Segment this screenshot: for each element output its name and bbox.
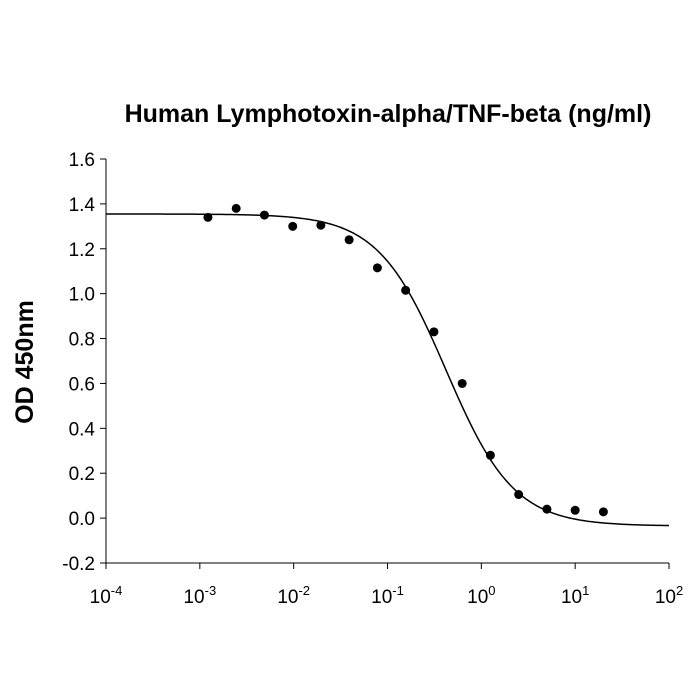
data-point bbox=[429, 327, 439, 337]
data-point bbox=[598, 507, 608, 517]
data-point bbox=[288, 221, 298, 231]
data-point bbox=[259, 210, 269, 220]
y-axis-label: OD 450nm bbox=[11, 300, 39, 424]
data-point bbox=[344, 235, 354, 245]
y-tick-label: 1.6 bbox=[69, 150, 95, 171]
y-tick-label: 1.4 bbox=[69, 195, 96, 216]
y-tick-label: 1.2 bbox=[69, 240, 95, 261]
data-point bbox=[457, 378, 467, 388]
data-points bbox=[203, 203, 608, 517]
data-point bbox=[570, 505, 580, 515]
y-tick-label: 0.6 bbox=[69, 374, 95, 395]
data-point bbox=[372, 263, 382, 273]
axes bbox=[105, 159, 669, 564]
x-tick-label: 10-3 bbox=[183, 583, 216, 608]
data-point bbox=[401, 285, 411, 295]
x-tick-label: 100 bbox=[467, 583, 495, 608]
y-tick-label: 0.2 bbox=[69, 464, 95, 485]
x-tick-label: 10-4 bbox=[90, 583, 123, 608]
x-tick-label: 10-1 bbox=[371, 583, 404, 608]
data-point bbox=[203, 212, 213, 222]
data-point bbox=[485, 450, 495, 460]
data-point bbox=[542, 504, 552, 514]
y-tick-label: 0.8 bbox=[69, 330, 95, 351]
y-tick-label: 0.0 bbox=[69, 509, 95, 530]
x-ticks: 10-4 10-3 10-2 10-1 100 101 102 bbox=[90, 563, 683, 608]
y-tick-label: -0.2 bbox=[62, 554, 95, 575]
x-tick-label: 10-2 bbox=[277, 583, 310, 608]
data-point bbox=[316, 220, 326, 230]
x-tick-label: 101 bbox=[561, 583, 589, 608]
chart-title: Human Lymphotoxin-alpha/TNF-beta (ng/ml) bbox=[125, 100, 652, 128]
fit-curve bbox=[106, 213, 670, 527]
x-tick-label: 102 bbox=[655, 583, 683, 608]
y-ticks: -0.2 0.0 0.2 0.4 0.6 0.8 1.0 1.2 1.4 1.6 bbox=[62, 150, 106, 575]
y-tick-label: 0.4 bbox=[69, 419, 96, 440]
y-tick-label: 1.0 bbox=[69, 285, 95, 306]
data-point bbox=[231, 203, 241, 213]
data-point bbox=[514, 490, 524, 500]
